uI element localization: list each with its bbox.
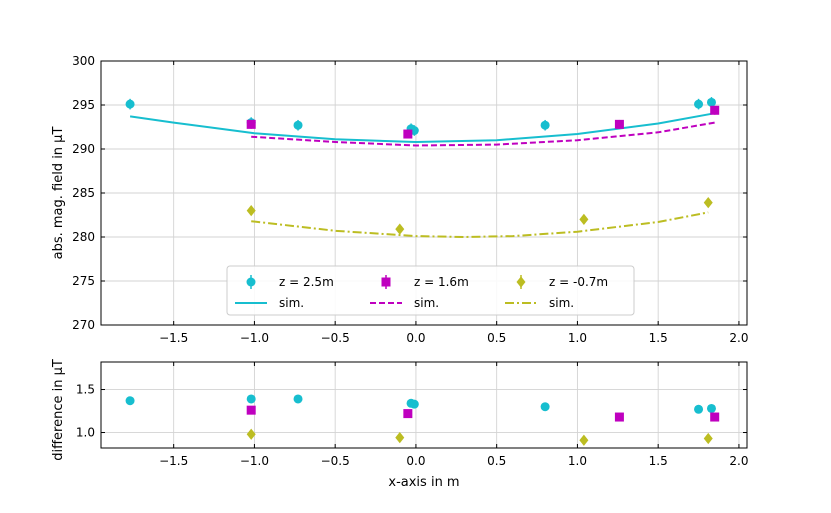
bottom-point-magenta <box>246 405 256 415</box>
bottom-x-axis-title: x-axis in m <box>388 475 459 490</box>
bottom-point-magenta <box>403 409 413 419</box>
top-x-tick-label: 0.5 <box>487 331 506 345</box>
top-x-tick-label: 1.5 <box>649 331 668 345</box>
top-point-magenta <box>710 105 720 115</box>
top-sim-curves <box>129 112 715 238</box>
top-grid <box>101 60 747 326</box>
top-axes: −1.5 −1.0 −0.5 0.0 0.5 1.0 1.5 2.0 270 275 280 285 2… <box>72 54 748 345</box>
top-point-olive <box>703 197 713 209</box>
bottom-y-axis-title: difference in µT <box>51 359 66 461</box>
top-point-cyan <box>125 99 135 109</box>
legend-marker-magenta <box>381 277 391 287</box>
bottom-point-cyan <box>293 394 303 404</box>
top-y-tick-label: 290 <box>72 142 95 156</box>
bottom-point-olive <box>703 432 713 445</box>
bottom-point-cyan <box>125 396 135 406</box>
bottom-y-tick-label: 1.0 <box>76 426 95 440</box>
top-point-magenta <box>246 119 256 129</box>
top-y-tick-label: 295 <box>72 98 95 112</box>
bottom-x-tick-label: 0.5 <box>487 454 506 468</box>
legend-label: z = -0.7m <box>549 275 608 289</box>
bottom-point-cyan <box>706 403 716 413</box>
top-x-tick-label: −1.5 <box>159 331 188 345</box>
top-y-tick-label: 300 <box>72 54 95 68</box>
top-point-cyan <box>706 97 716 107</box>
top-point-magenta <box>403 129 413 139</box>
bottom-x-tick-label: 1.5 <box>649 454 668 468</box>
top-x-tick-label: 0.0 <box>406 331 425 345</box>
legend: z = 2.5m z = 1.6m z = -0.7m sim. sim. sim. <box>226 265 635 316</box>
top-y-axis-title: abs. mag. field in µT <box>51 127 66 260</box>
bottom-point-olive <box>246 428 256 440</box>
legend-label: z = 1.6m <box>414 275 469 289</box>
top-x-tick-label: 2.0 <box>729 331 748 345</box>
bottom-x-tick-label: −0.5 <box>321 454 350 468</box>
top-point-cyan <box>540 120 550 130</box>
bottom-point-magenta <box>710 412 720 422</box>
top-x-tick-label: −1.0 <box>240 331 269 345</box>
top-point-olive <box>395 223 405 235</box>
top-x-tick-label: 1.0 <box>568 331 587 345</box>
sim-curve-cyan <box>129 112 712 143</box>
bottom-point-olive <box>395 432 405 444</box>
legend-label: sim. <box>549 296 574 310</box>
bottom-y-tick-label: 1.5 <box>76 383 95 397</box>
legend-marker-cyan <box>246 277 256 287</box>
bottom-x-tick-label: 2.0 <box>729 454 748 468</box>
top-y-tick-label: 285 <box>72 186 95 200</box>
bottom-data-points <box>125 394 720 446</box>
top-point-magenta <box>614 119 624 129</box>
top-point-cyan <box>694 99 704 109</box>
bottom-point-cyan <box>409 399 419 409</box>
bottom-point-magenta <box>614 412 624 422</box>
top-point-olive <box>579 213 589 226</box>
top-y-tick-label: 275 <box>72 274 95 288</box>
top-x-tick-label: −0.5 <box>321 331 350 345</box>
legend-label: sim. <box>279 296 304 310</box>
bottom-x-tick-label: −1.0 <box>240 454 269 468</box>
top-data-points <box>125 97 720 235</box>
bottom-grid <box>101 362 747 448</box>
sim-curve-magenta <box>251 121 715 147</box>
bottom-point-cyan <box>246 394 256 404</box>
bottom-plot-frame <box>100 361 748 449</box>
bottom-axes: −1.5 −1.0 −0.5 0.0 0.5 1.0 1.5 2.0 1.0 1.5 <box>76 361 748 468</box>
legend-label: z = 2.5m <box>279 275 334 289</box>
bottom-x-tick-label: −1.5 <box>159 454 188 468</box>
top-y-tick-label: 280 <box>72 230 95 244</box>
bottom-point-olive <box>579 434 589 446</box>
top-y-tick-label: 270 <box>72 318 95 332</box>
legend-label: sim. <box>414 296 439 310</box>
sim-curve-olive <box>251 211 709 238</box>
top-point-olive <box>246 204 256 217</box>
top-point-cyan <box>293 120 303 130</box>
bottom-x-tick-label: 0.0 <box>406 454 425 468</box>
bottom-x-tick-label: 1.0 <box>568 454 587 468</box>
legend-marker-olive <box>516 276 526 288</box>
bottom-point-cyan <box>694 404 704 414</box>
bottom-point-cyan <box>540 402 550 412</box>
legend-box <box>226 265 635 316</box>
